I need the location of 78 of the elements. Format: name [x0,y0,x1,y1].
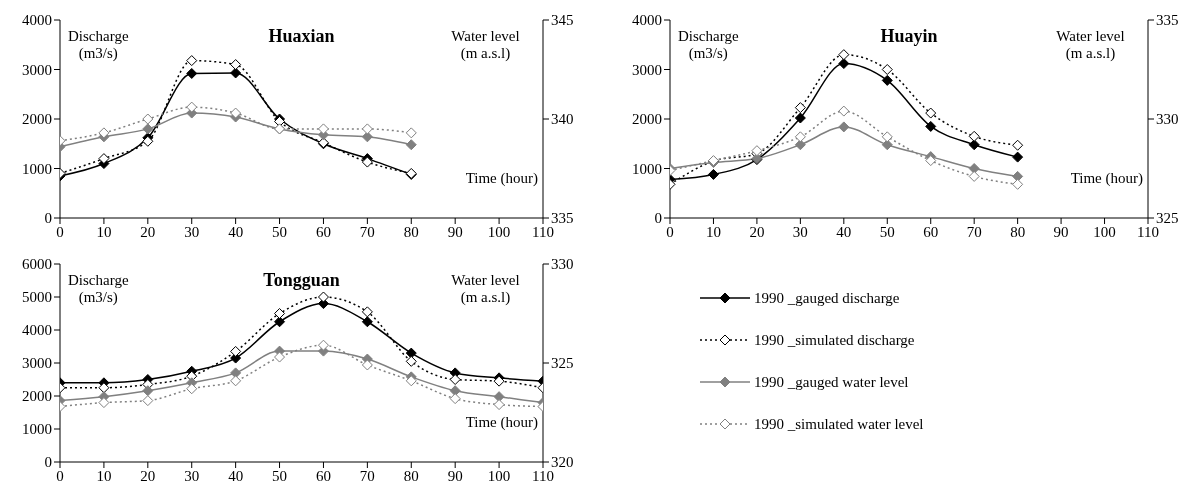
x-tick-label: 20 [140,467,156,484]
legend-label: 1990 _simulated discharge [754,331,915,349]
x-tick-label: 30 [792,223,808,240]
x-tick-label: 50 [272,467,288,484]
x-tick-label: 10 [96,467,112,484]
y-axis-title: Discharge (m3/s) [68,272,129,306]
x-tick-label: 60 [315,467,331,484]
y2-tick-label: 320 [551,454,574,471]
y-tick-label: 0 [44,454,52,471]
y2-tick-label: 325 [551,355,574,372]
y2-tick-label: 345 [551,12,574,29]
x-tick-label: 80 [403,223,419,240]
y2-tick-label: 335 [551,210,574,227]
y2-axis-title: Water level (m a.s.l) [1055,28,1126,62]
x-tick-label: 70 [966,223,982,240]
y-tick-label: 0 [44,210,52,227]
x-tick-label: 0 [56,467,64,484]
x-tick-label: 110 [1137,223,1159,240]
x-tick-label: 50 [879,223,895,240]
x-tick-label: 90 [447,467,463,484]
y2-tick-label: 330 [1156,111,1179,128]
y-tick-label: 1000 [22,160,52,177]
y2-tick-label: 330 [551,256,574,273]
chart-title: Huaxian [267,26,336,47]
y-tick-label: 2000 [22,388,52,405]
y-tick-label: 5000 [22,289,52,306]
x-tick-label: 70 [359,467,375,484]
legend-label: 1990 _gauged discharge [754,289,900,307]
x-tick-label: 60 [315,223,331,240]
y-tick-label: 4000 [632,12,662,29]
chart-title: Huayin [879,26,939,47]
x-tick-label: 0 [56,223,64,240]
x-tick-label: 100 [487,467,511,484]
x-tick-label: 40 [228,223,244,240]
x-tick-label: 60 [923,223,939,240]
x-tick-label: 50 [272,223,288,240]
y2-axis-title: Water level (m a.s.l) [450,28,521,62]
y-axis-title: Discharge (m3/s) [678,28,739,62]
x-tick-label: 90 [447,223,463,240]
x-tick-label: 30 [184,223,200,240]
x-axis-title: Time (hour) [464,414,538,431]
y2-tick-label: 335 [1156,12,1179,29]
x-tick-label: 20 [140,223,156,240]
x-tick-label: 110 [532,467,554,484]
x-tick-label: 30 [184,467,200,484]
x-tick-label: 100 [487,223,511,240]
y-tick-label: 0 [654,210,662,227]
x-tick-label: 10 [705,223,721,240]
y-tick-label: 4000 [22,322,52,339]
y-tick-label: 1000 [22,421,52,438]
x-tick-label: 10 [96,223,112,240]
x-tick-label: 80 [403,467,419,484]
x-tick-label: 20 [749,223,765,240]
y-tick-label: 1000 [632,160,662,177]
x-tick-label: 90 [1053,223,1069,240]
y-tick-label: 2000 [22,111,52,128]
y2-tick-label: 325 [1156,210,1179,227]
x-tick-label: 100 [1093,223,1116,240]
x-axis-title: Time (hour) [1069,170,1143,187]
y2-tick-label: 340 [551,111,574,128]
y-tick-label: 3000 [22,355,52,372]
x-tick-label: 40 [836,223,852,240]
legend-label: 1990 _gauged water level [754,373,909,391]
y-tick-label: 3000 [22,61,52,78]
x-axis-title: Time (hour) [464,170,538,187]
x-tick-label: 110 [532,223,554,240]
x-tick-label: 40 [228,467,244,484]
y2-axis-title: Water level (m a.s.l) [450,272,521,306]
legend-label: 1990 _simulated water level [754,415,924,433]
x-tick-label: 70 [359,223,375,240]
y-tick-label: 2000 [632,111,662,128]
y-axis-title: Discharge (m3/s) [68,28,129,62]
y-tick-label: 6000 [22,256,52,273]
y-tick-label: 4000 [22,12,52,29]
x-tick-label: 0 [666,223,674,240]
x-tick-label: 80 [1010,223,1026,240]
chart-title: Tongguan [262,270,341,291]
y-tick-label: 3000 [632,61,662,78]
